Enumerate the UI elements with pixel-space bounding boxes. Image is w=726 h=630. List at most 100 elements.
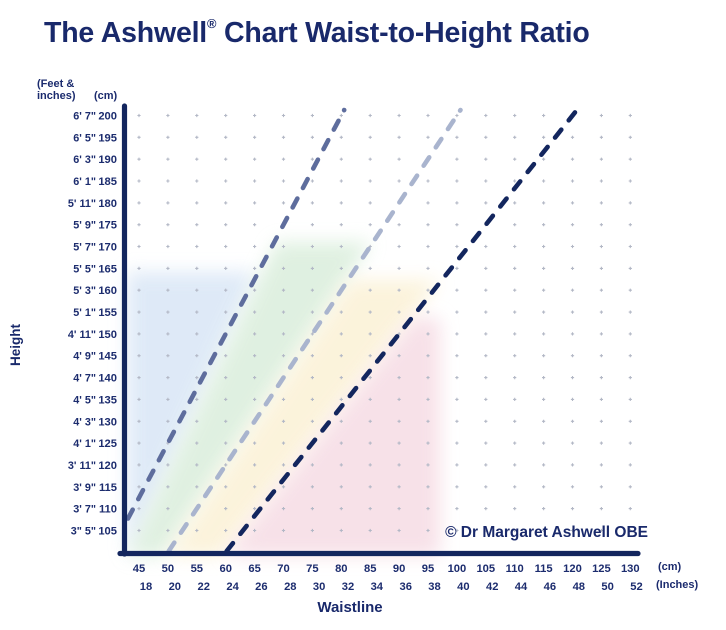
x-tick-cm: 115 [535,563,553,575]
y-tick-feet: 6' 1" [73,176,96,188]
x-tick-cm: 75 [306,563,318,575]
x-tick-inches: 26 [255,581,267,593]
ratio-line-0.6 [224,107,580,554]
x-tick-inches: 46 [544,581,556,593]
x-tick-cm: 90 [393,563,405,575]
y-tick-cm: 170 [98,242,117,254]
x-tick-inches: 36 [399,581,411,593]
x-tick-inches: 24 [226,581,239,593]
x-tick-cm: 100 [448,563,467,575]
y-tick-cm: 175 [98,220,117,232]
x-tick-cm: 50 [162,563,174,575]
x-tick-inches: 52 [630,581,642,593]
x-tick-cm: 125 [592,563,611,575]
y-tick-cm: 195 [98,132,117,144]
y-tick-feet: 3' 11" [68,460,96,472]
y-tick-cm: 160 [98,285,117,297]
x-tick-cm: 70 [277,563,289,575]
y-tick-feet: 4' 5" [73,394,96,406]
y-tick-feet: 5' 1" [73,307,96,319]
x-tick-cm: 60 [219,563,231,575]
y-tick-cm: 115 [99,482,117,494]
x-tick-inches: 20 [169,581,181,593]
y-tick-cm: 165 [98,263,117,275]
page-title: The Ashwell® Chart Waist-to-Height Ratio [44,16,590,50]
ratio-line-0.5 [166,107,463,554]
grid-dots [137,113,632,533]
copyright-credit: © Dr Margaret Ashwell OBE [445,524,648,541]
y-tick-cm: 190 [98,154,117,166]
x-tick-inches: 42 [486,581,498,593]
zone-between-ratio-0.5-and-0.6 [167,280,440,556]
title-text-rest: Chart Waist-to-Height Ratio [216,17,590,49]
y-tick-feet: 6' 5" [73,132,96,144]
x-tick-inches: 22 [197,581,209,593]
y-tick-feet: 5' 9" [73,220,96,232]
y-tick-feet: 5' 7" [73,242,96,254]
y-axis-title: Height [8,324,23,366]
x-tick-cm: 130 [621,563,640,575]
y-tick-cm: 200 [98,111,117,123]
y-tick-feet: 5' 5" [73,263,96,275]
x-tick-inches: 40 [457,581,469,593]
x-tick-inches: 34 [371,581,384,593]
y-tick-feet: 4' 9" [73,351,96,363]
y-tick-cm: 125 [98,438,117,450]
y-tick-feet: 4' 11" [68,329,96,341]
zone-left-of-ratio-0.4 [127,272,257,556]
x-tick-cm: 105 [476,563,495,575]
y-tick-feet: 5' 3" [73,285,96,297]
x-tick-inches: 48 [573,581,585,593]
x-tick-inches: 50 [601,581,613,593]
y-tick-feet: 3' 9" [73,482,96,494]
y-tick-cm: 150 [98,329,117,341]
zone-tints [127,242,440,556]
x-tick-inches: 44 [515,581,528,593]
y-tick-feet: 6' 3" [73,154,96,166]
x-axis-unit-cm: (cm) [658,561,682,573]
x-tick-inches: 30 [313,581,325,593]
x-tick-cm: 65 [248,563,260,575]
x-tick-inches: 38 [428,581,440,593]
x-axis-tick-labels: 45 18 50 20 55 22 60 24 65 26 70 28 75 30 80 32 85 34 90 36… [133,563,643,593]
y-tick-cm: 120 [98,460,117,472]
x-tick-cm: 45 [133,563,145,575]
y-tick-feet: 4' 1" [73,438,96,450]
y-tick-feet: 4' 7" [73,373,96,385]
y-tick-cm: 135 [98,394,117,406]
title-text: The Ashwell [44,17,208,49]
y-tick-cm: 130 [98,416,117,428]
y-axis-unit-cm: (cm) [94,90,118,102]
x-tick-cm: 120 [563,563,582,575]
x-tick-cm: 85 [364,563,376,575]
y-tick-cm: 155 [98,307,117,319]
y-tick-feet: 3" 5" [71,526,96,538]
x-tick-cm: 80 [335,563,347,575]
x-axis-unit-inches: (Inches) [656,579,699,591]
y-tick-cm: 105 [98,526,117,538]
y-tick-feet: 6' 7" [73,111,96,123]
y-axis-unit-feet-inches: (Feet & inches) [37,78,76,103]
y-tick-cm: 185 [98,176,117,188]
x-tick-inches: 18 [140,581,152,593]
y-tick-feet: 4' 3" [73,416,96,428]
y-tick-feet: 3' 7" [73,504,96,516]
y-tick-cm: 110 [99,504,117,516]
y-tick-cm: 140 [98,373,117,385]
y-tick-cm: 180 [98,198,117,210]
x-axis-title: Waistline [317,599,383,616]
zone-between-ratio-0.4-and-0.5 [127,242,372,556]
y-tick-feet: 5' 11" [68,198,96,210]
x-tick-cm: 55 [191,563,203,575]
x-tick-cm: 95 [422,563,434,575]
x-tick-inches: 32 [342,581,354,593]
zone-right-of-ratio-0.6 [224,318,440,556]
x-tick-inches: 28 [284,581,296,593]
registered-trademark-symbol: ® [207,16,217,31]
y-tick-cm: 145 [98,351,117,363]
x-tick-cm: 110 [506,563,524,575]
ratio-line-0.4 [125,107,347,521]
